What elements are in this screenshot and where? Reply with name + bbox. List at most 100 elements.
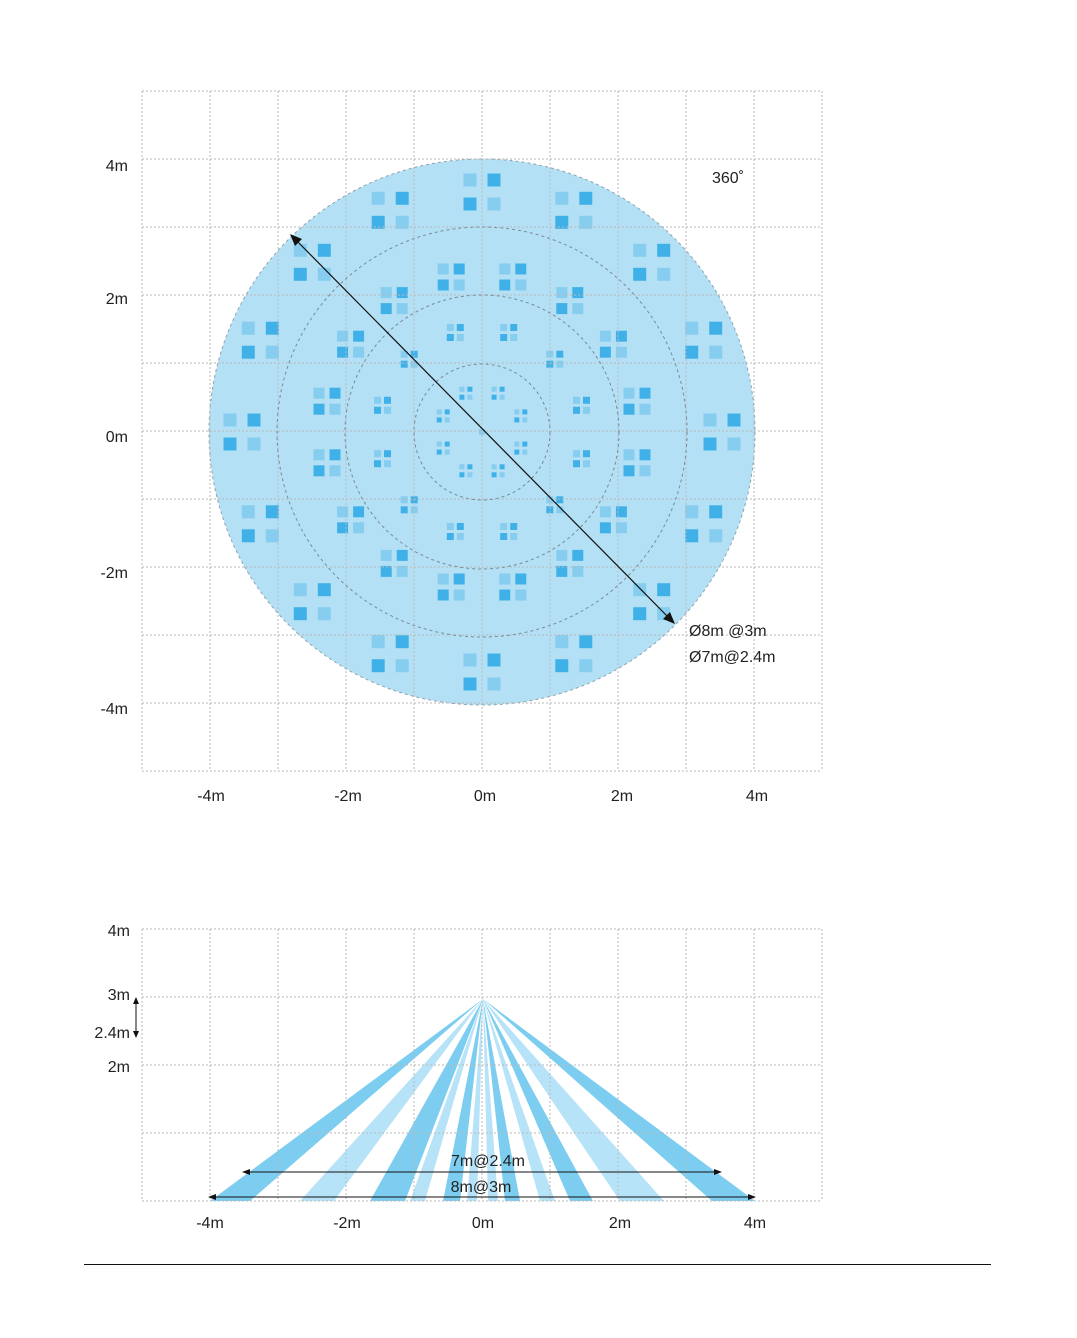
ring-2m — [344, 294, 620, 570]
zone-square-72 — [546, 350, 554, 358]
zone-square-141 — [639, 387, 651, 399]
zone-square-144 — [703, 413, 717, 427]
side-y-tick-4m: 4m — [108, 923, 130, 940]
zone-square-156 — [555, 635, 569, 649]
zone-square-46 — [446, 533, 454, 540]
zone-square-102 — [380, 565, 392, 577]
beam-8 — [483, 999, 555, 1201]
zone-square-191 — [395, 215, 409, 229]
zone-square-127 — [453, 279, 465, 291]
zone-square-10 — [459, 472, 465, 478]
zone-square-0 — [514, 441, 520, 447]
zone-square-133 — [572, 287, 584, 299]
zone-square-51 — [410, 506, 418, 514]
zone-square-13 — [444, 441, 450, 447]
zone-square-157 — [579, 635, 593, 649]
zone-square-136 — [599, 330, 611, 342]
zone-square-64 — [446, 324, 454, 331]
zone-square-29 — [522, 409, 528, 415]
zone-square-147 — [727, 437, 741, 451]
zone-square-4 — [491, 464, 497, 470]
zone-square-117 — [353, 330, 365, 342]
zone-square-193 — [487, 173, 501, 187]
zone-square-125 — [453, 263, 465, 275]
zone-square-197 — [579, 191, 593, 205]
diameter-label-3m: Ø8m @3m — [689, 623, 767, 640]
zone-square-207 — [709, 345, 723, 359]
zone-square-99 — [453, 589, 465, 601]
zone-square-176 — [223, 413, 237, 427]
range-label-2-4m: 7m@2.4m — [451, 1153, 525, 1170]
zone-square-179 — [247, 437, 261, 451]
side-y-tick-2m: 2m — [108, 1059, 130, 1076]
zone-square-166 — [371, 659, 385, 673]
x-tick-0m: 0m — [474, 788, 496, 805]
zone-square-92 — [499, 573, 511, 585]
zone-square-181 — [265, 321, 279, 335]
zone-square-95 — [515, 589, 527, 601]
side-x-tick-4m: 4m — [744, 1215, 766, 1232]
x-tick-neg4m: -4m — [197, 788, 225, 805]
zone-square-184 — [293, 243, 307, 257]
zone-square-154 — [633, 607, 647, 621]
zone-square-12 — [436, 441, 442, 447]
zone-square-182 — [241, 345, 255, 359]
y-tick-4m: 4m — [106, 158, 128, 175]
zone-square-32 — [573, 450, 580, 458]
zone-square-101 — [396, 549, 408, 561]
zone-square-94 — [499, 589, 511, 601]
zone-square-146 — [703, 437, 717, 451]
beam-5 — [467, 999, 483, 1201]
zone-square-30 — [514, 417, 520, 423]
zone-square-41 — [510, 523, 518, 530]
zone-square-52 — [374, 450, 381, 458]
zone-square-55 — [384, 460, 391, 468]
zone-square-24 — [491, 386, 497, 392]
zone-square-39 — [556, 506, 564, 514]
zone-square-204 — [685, 321, 699, 335]
zone-square-104 — [337, 506, 349, 518]
side-y-tick-3m: 3m — [108, 987, 130, 1004]
zone-square-173 — [265, 505, 279, 519]
detection-zones — [223, 173, 741, 691]
zone-square-77 — [583, 396, 590, 404]
angle-label: 360˚ — [712, 170, 744, 187]
zone-square-186 — [293, 267, 307, 281]
zone-square-205 — [709, 321, 723, 335]
y-tick-neg2m: -2m — [100, 565, 128, 582]
zone-square-201 — [657, 243, 671, 257]
zone-square-158 — [555, 659, 569, 673]
zone-square-87 — [615, 522, 627, 534]
zone-square-135 — [572, 303, 584, 315]
zone-square-124 — [437, 263, 449, 275]
zone-square-58 — [374, 406, 381, 414]
zone-square-22 — [459, 394, 465, 400]
x-tick-neg2m: -2m — [334, 788, 362, 805]
zone-square-93 — [515, 573, 527, 585]
zone-square-70 — [500, 334, 508, 341]
ring-3m — [276, 226, 688, 638]
zone-square-84 — [599, 506, 611, 518]
zone-square-19 — [444, 417, 450, 423]
zone-square-6 — [491, 472, 497, 478]
diameter-arrow — [290, 234, 675, 624]
zone-square-198 — [555, 215, 569, 229]
zone-square-143 — [639, 403, 651, 415]
zone-square-45 — [456, 523, 464, 530]
zone-square-188 — [371, 191, 385, 205]
zone-square-7 — [499, 472, 505, 478]
zone-square-105 — [353, 506, 365, 518]
zone-square-71 — [510, 334, 518, 341]
zone-square-109 — [329, 449, 341, 461]
zone-square-130 — [499, 279, 511, 291]
zone-square-152 — [633, 583, 647, 597]
zone-square-119 — [353, 346, 365, 358]
zone-square-5 — [499, 464, 505, 470]
zone-square-27 — [499, 394, 505, 400]
footer-rule — [84, 1264, 991, 1265]
zone-square-76 — [573, 396, 580, 404]
zone-square-40 — [500, 523, 508, 530]
zone-square-202 — [633, 267, 647, 281]
zone-square-56 — [374, 396, 381, 404]
zone-square-75 — [556, 360, 564, 368]
